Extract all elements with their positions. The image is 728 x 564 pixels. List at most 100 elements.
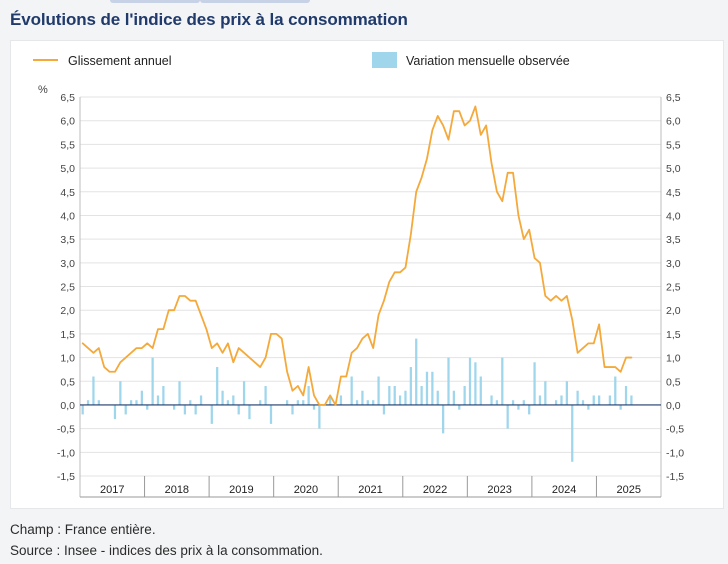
- monthly-variation-bar: [302, 400, 305, 405]
- y-tick-label-left: 6,5: [60, 92, 75, 104]
- y-tick-label-right: 1,0: [666, 353, 681, 365]
- monthly-variation-bar: [490, 395, 493, 405]
- monthly-variation-bar: [506, 404, 509, 429]
- monthly-variation-bar: [162, 385, 165, 405]
- monthly-variation-bar: [285, 400, 289, 405]
- monthly-variation-bar: [151, 357, 154, 405]
- x-tick-label: 2025: [616, 484, 640, 496]
- monthly-variation-bar: [248, 404, 251, 420]
- monthly-variation-bar: [97, 400, 100, 405]
- y-tick-label-right: -1,0: [666, 447, 684, 459]
- monthly-variation-bar: [140, 390, 143, 405]
- monthly-variation-bar: [259, 400, 262, 405]
- monthly-variation-bar: [409, 367, 412, 405]
- monthly-variation-bar: [355, 400, 359, 405]
- monthly-variation-bar: [425, 371, 429, 405]
- y-tick-label-right: 4,5: [666, 187, 681, 199]
- monthly-variation-bar: [189, 400, 192, 405]
- monthly-variation-bar: [146, 404, 149, 410]
- monthly-variation-bar: [587, 404, 590, 410]
- monthly-variation-bar: [113, 404, 117, 420]
- monthly-variation-bar: [361, 390, 364, 405]
- monthly-variation-bar: [576, 390, 579, 405]
- monthly-variation-bar: [614, 376, 617, 405]
- y-tick-label-right: 0,5: [666, 376, 681, 388]
- monthly-variation-bar: [511, 400, 515, 405]
- monthly-variation-bar: [447, 357, 450, 405]
- monthly-variation-bar: [183, 404, 187, 415]
- monthly-variation-bar: [393, 385, 396, 405]
- monthly-variation-bar: [210, 404, 213, 424]
- monthly-variation-bar: [522, 400, 525, 405]
- monthly-variation-bar: [382, 404, 386, 415]
- monthly-variation-bar: [372, 400, 375, 405]
- y-tick-label-right: 2,5: [666, 282, 681, 294]
- monthly-variation-bar: [528, 404, 531, 415]
- y-tick-label-right: 2,0: [666, 305, 681, 317]
- monthly-variation-bar: [554, 400, 558, 405]
- monthly-variation-bar: [86, 400, 90, 405]
- monthly-variation-bar: [194, 404, 197, 415]
- y-tick-label-right: 3,5: [666, 234, 681, 246]
- monthly-variation-bar: [592, 395, 595, 405]
- monthly-variation-bar: [452, 390, 456, 405]
- x-tick-label: 2023: [487, 484, 511, 496]
- monthly-variation-bar: [571, 404, 574, 462]
- y-tick-label-left: -1,0: [57, 447, 75, 459]
- y-tick-label-right: 5,0: [666, 163, 681, 175]
- monthly-variation-bar: [630, 395, 633, 405]
- monthly-variation-bar: [431, 371, 434, 405]
- y-tick-label-left: 1,0: [60, 353, 75, 365]
- monthly-variation-bar: [565, 381, 568, 405]
- monthly-variation-bar: [216, 367, 219, 405]
- monthly-variation-bar: [124, 404, 127, 415]
- y-tick-label-right: 3,0: [666, 258, 681, 270]
- y-tick-label-left: 0,5: [60, 376, 75, 388]
- monthly-variation-bar: [329, 395, 332, 405]
- y-tick-label-left: 3,5: [60, 234, 75, 246]
- monthly-variation-bar: [226, 400, 230, 405]
- monthly-variation-bar: [178, 381, 181, 405]
- top-accent-bar: [0, 0, 728, 4]
- monthly-variation-bar: [296, 400, 300, 405]
- monthly-variation-bar: [221, 390, 224, 405]
- monthly-variation-bar: [377, 376, 380, 405]
- monthly-variation-bar: [350, 376, 353, 405]
- y-tick-label-right: 4,0: [666, 210, 681, 222]
- monthly-variation-bar: [398, 395, 402, 405]
- y-tick-label-left: 1,5: [60, 329, 75, 341]
- y-tick-label-right: 6,5: [666, 92, 681, 104]
- x-tick-label: 2019: [229, 484, 253, 496]
- monthly-variation-bar: [242, 381, 246, 405]
- monthly-variation-bar: [199, 395, 203, 405]
- y-tick-label-left: -0,5: [57, 424, 75, 436]
- monthly-variation-bar: [474, 362, 477, 405]
- y-tick-label-right: 5,5: [666, 139, 681, 151]
- monthly-variation-bar: [404, 390, 407, 405]
- chart-card: [10, 40, 724, 509]
- monthly-variation-bar: [415, 338, 418, 405]
- y-tick-label-left: 0,0: [60, 400, 75, 412]
- monthly-variation-bar: [264, 385, 267, 405]
- monthly-variation-bar: [468, 357, 472, 405]
- monthly-variation-bar: [388, 385, 391, 405]
- monthly-variation-bar: [173, 404, 176, 410]
- y-tick-label-right: 1,5: [666, 329, 681, 341]
- annual-inflation-line: [81, 105, 633, 406]
- monthly-variation-bar: [501, 357, 504, 405]
- y-tick-label-left: 4,0: [60, 210, 75, 222]
- monthly-variation-bar: [269, 404, 273, 424]
- monthly-variation-bar: [619, 404, 622, 410]
- monthly-variation-bar: [366, 400, 369, 405]
- monthly-variation-bar: [560, 395, 563, 405]
- monthly-variation-bar: [318, 404, 321, 429]
- y-tick-label-left: 5,5: [60, 139, 75, 151]
- monthly-variation-bar: [307, 385, 310, 405]
- monthly-variation-bar: [479, 376, 482, 405]
- legend-label-line: Glissement annuel: [68, 54, 172, 68]
- monthly-variation-bar: [463, 385, 466, 405]
- monthly-variation-bar: [517, 404, 520, 410]
- monthly-variation-bar: [92, 376, 95, 405]
- y-unit-label: %: [38, 84, 48, 96]
- chart-svg: Glissement annuel Variation mensuelle obs…: [33, 52, 684, 498]
